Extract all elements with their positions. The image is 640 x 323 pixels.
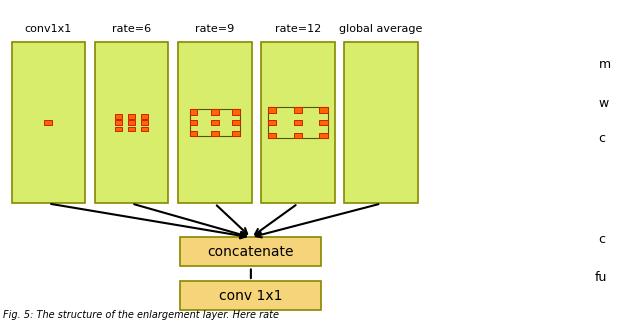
Bar: [115, 127, 122, 131]
Text: m: m: [598, 58, 611, 71]
Text: fu: fu: [595, 271, 607, 284]
Bar: [232, 109, 240, 115]
Text: rate=9: rate=9: [195, 24, 234, 34]
Text: conv1x1: conv1x1: [25, 24, 72, 34]
Bar: [189, 109, 197, 115]
Text: w: w: [598, 97, 609, 110]
Bar: [180, 237, 321, 266]
Text: c: c: [598, 132, 605, 145]
Bar: [141, 127, 148, 131]
Bar: [141, 120, 148, 125]
Bar: [232, 131, 240, 136]
Bar: [115, 114, 122, 119]
Bar: [211, 120, 219, 125]
Bar: [128, 120, 135, 125]
Bar: [232, 120, 240, 125]
Bar: [189, 131, 197, 136]
Bar: [211, 131, 219, 136]
Bar: [268, 133, 276, 138]
Bar: [319, 133, 328, 138]
Bar: [294, 107, 302, 112]
Bar: [319, 107, 328, 112]
Bar: [115, 120, 122, 125]
Bar: [261, 42, 335, 203]
Text: Fig. 5: The structure of the enlargement layer. Here rate: Fig. 5: The structure of the enlargement…: [3, 310, 279, 320]
Bar: [211, 109, 219, 115]
Bar: [128, 114, 135, 119]
Bar: [294, 120, 302, 125]
Bar: [128, 127, 135, 131]
Bar: [344, 42, 418, 203]
Bar: [268, 107, 276, 112]
Text: rate=6: rate=6: [112, 24, 151, 34]
Text: global average: global average: [339, 24, 423, 34]
Text: rate=12: rate=12: [275, 24, 321, 34]
Bar: [12, 42, 85, 203]
Bar: [95, 42, 168, 203]
Bar: [268, 107, 328, 138]
Bar: [268, 120, 276, 125]
Text: c: c: [598, 233, 605, 245]
Bar: [44, 120, 52, 125]
Bar: [294, 133, 302, 138]
Bar: [189, 109, 240, 136]
Bar: [180, 281, 321, 310]
Bar: [189, 120, 197, 125]
Text: conv 1x1: conv 1x1: [219, 288, 283, 303]
Bar: [178, 42, 252, 203]
Bar: [141, 114, 148, 119]
Text: concatenate: concatenate: [207, 245, 294, 259]
Bar: [319, 120, 328, 125]
